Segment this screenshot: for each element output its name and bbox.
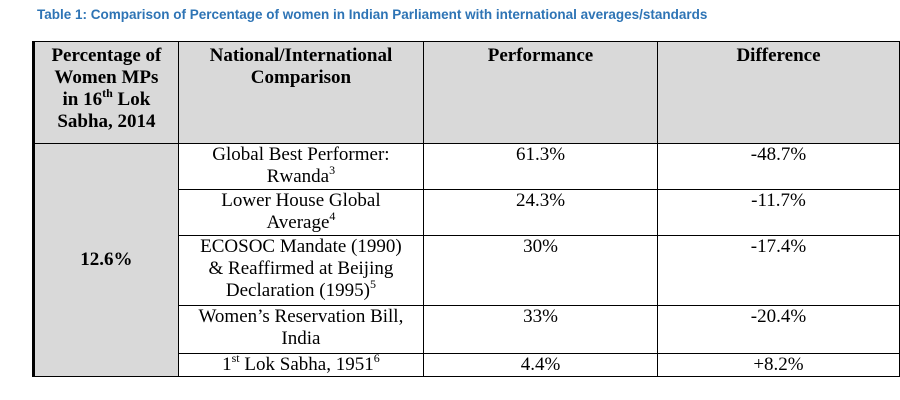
table-row: 1st Lok Sabha, 19516 4.4% +8.2%	[34, 352, 900, 377]
difference-value: -48.7%	[656, 143, 900, 190]
comparison-table: Percentage of Women MPs in 16th Lok Sabh…	[32, 41, 900, 377]
table-row: Lower House Global Average4 24.3% -11.7%	[34, 189, 900, 236]
comparison-label: ECOSOC Mandate (1990) & Reaffirmed at Be…	[177, 235, 425, 306]
difference-value: -20.4%	[656, 305, 900, 354]
header-performance: Performance	[423, 41, 658, 144]
difference-value: -17.4%	[656, 235, 900, 306]
comparison-label: Lower House Global Average4	[177, 189, 425, 236]
header-comparison: National/International Comparison	[177, 41, 425, 144]
table-row: Women’s Reservation Bill, India 33% -20.…	[34, 305, 900, 354]
performance-value: 24.3%	[423, 189, 658, 236]
performance-value: 33%	[423, 305, 658, 354]
header-row: Percentage of Women MPs in 16th Lok Sabh…	[32, 41, 900, 144]
table-row: 12.6% Global Best Performer: Rwanda3 61.…	[32, 143, 900, 377]
table-caption: Table 1: Comparison of Percentage of wom…	[37, 7, 708, 22]
comparison-label: 1st Lok Sabha, 19516	[177, 352, 425, 377]
header-difference: Difference	[656, 41, 900, 144]
difference-value: -11.7%	[656, 189, 900, 236]
performance-value: 61.3%	[423, 143, 658, 190]
header-women-mps-percentage: Percentage of Women MPs in 16th Lok Sabh…	[32, 41, 179, 144]
difference-value: +8.2%	[656, 353, 900, 377]
comparison-label: Women’s Reservation Bill, India	[177, 305, 425, 354]
comparison-label: Global Best Performer: Rwanda3	[177, 143, 425, 190]
performance-value: 4.4%	[423, 353, 658, 377]
women-mps-value: 12.6%	[32, 143, 179, 377]
performance-value: 30%	[423, 235, 658, 306]
table-row: ECOSOC Mandate (1990) & Reaffirmed at Be…	[34, 235, 900, 306]
